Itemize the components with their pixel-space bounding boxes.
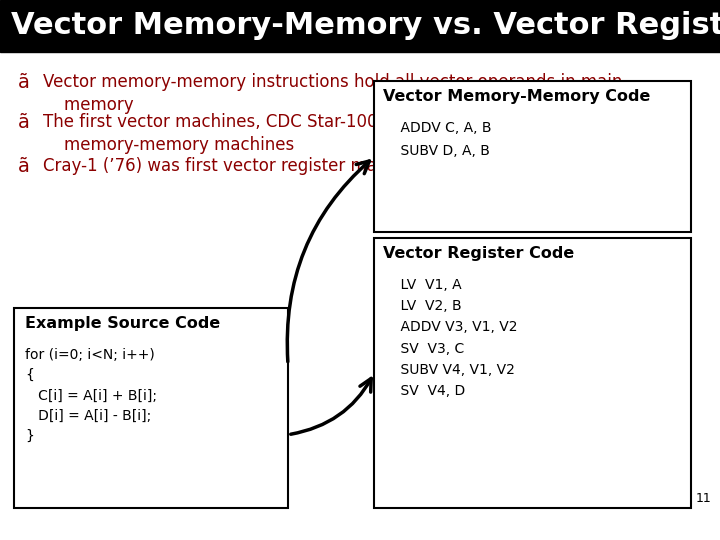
Text: Example Source Code: Example Source Code — [25, 316, 220, 331]
Text: Vector memory-memory instructions hold all vector operands in main
    memory: Vector memory-memory instructions hold a… — [43, 73, 623, 114]
Text: Vector Register Code: Vector Register Code — [383, 246, 575, 261]
FancyArrowPatch shape — [287, 161, 369, 362]
Text: ã: ã — [18, 73, 30, 92]
Text: ã: ã — [18, 113, 30, 132]
FancyArrowPatch shape — [291, 379, 372, 434]
Bar — [374, 238, 691, 508]
Text: ADDV C, A, B
    SUBV D, A, B: ADDV C, A, B SUBV D, A, B — [383, 122, 492, 158]
Text: LV  V1, A
    LV  V2, B
    ADDV V3, V1, V2
    SV  V3, C
    SUBV V4, V1, V2
  : LV V1, A LV V2, B ADDV V3, V1, V2 SV V3,… — [383, 278, 518, 398]
Bar — [374, 81, 691, 232]
Text: Cray-1 (’76) was first vector register machine: Cray-1 (’76) was first vector register m… — [43, 157, 422, 174]
Text: Vector Memory-Memory Code: Vector Memory-Memory Code — [383, 89, 650, 104]
Bar — [14, 308, 288, 508]
Text: ã: ã — [18, 157, 30, 176]
Text: for (i=0; i<N; i++)
{
   C[i] = A[i] + B[i];
   D[i] = A[i] - B[i];
}: for (i=0; i<N; i++) { C[i] = A[i] + B[i]… — [25, 348, 157, 442]
Text: The first vector machines, CDC Star-100 (’73) and TI ASC (’71), were
    memory-: The first vector machines, CDC Star-100 … — [43, 113, 613, 154]
Text: Vector Memory-Memory vs. Vector Register: Vector Memory-Memory vs. Vector Register — [11, 11, 720, 40]
Bar — [0, 0, 720, 52]
Text: 11: 11 — [696, 492, 711, 505]
